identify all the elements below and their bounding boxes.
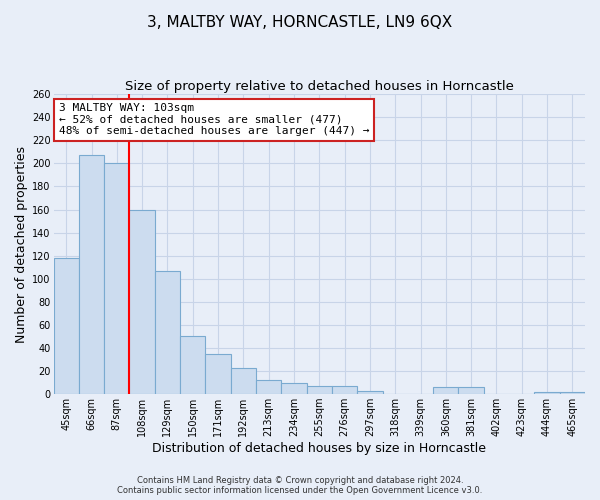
Text: 3 MALTBY WAY: 103sqm
← 52% of detached houses are smaller (477)
48% of semi-deta: 3 MALTBY WAY: 103sqm ← 52% of detached h… (59, 103, 370, 136)
Bar (458, 387, 484, 394)
Bar (53, 258, 79, 394)
Bar (104, 164, 130, 394)
Y-axis label: Number of detached properties: Number of detached properties (15, 146, 28, 342)
Text: 3, MALTBY WAY, HORNCASTLE, LN9 6QX: 3, MALTBY WAY, HORNCASTLE, LN9 6QX (148, 15, 452, 30)
Bar (332, 386, 357, 394)
Bar (130, 210, 155, 394)
Bar (79, 156, 104, 394)
X-axis label: Distribution of detached houses by size in Horncastle: Distribution of detached houses by size … (152, 442, 486, 455)
Bar (231, 368, 256, 394)
Bar (433, 387, 458, 394)
Bar (281, 382, 307, 394)
Text: Contains HM Land Registry data © Crown copyright and database right 2024.
Contai: Contains HM Land Registry data © Crown c… (118, 476, 482, 495)
Title: Size of property relative to detached houses in Horncastle: Size of property relative to detached ho… (125, 80, 514, 93)
Bar (535, 392, 560, 394)
Bar (155, 270, 180, 394)
Bar (180, 336, 205, 394)
Bar (560, 392, 585, 394)
Bar (205, 354, 231, 394)
Bar (357, 390, 383, 394)
Bar (307, 386, 332, 394)
Bar (256, 380, 281, 394)
